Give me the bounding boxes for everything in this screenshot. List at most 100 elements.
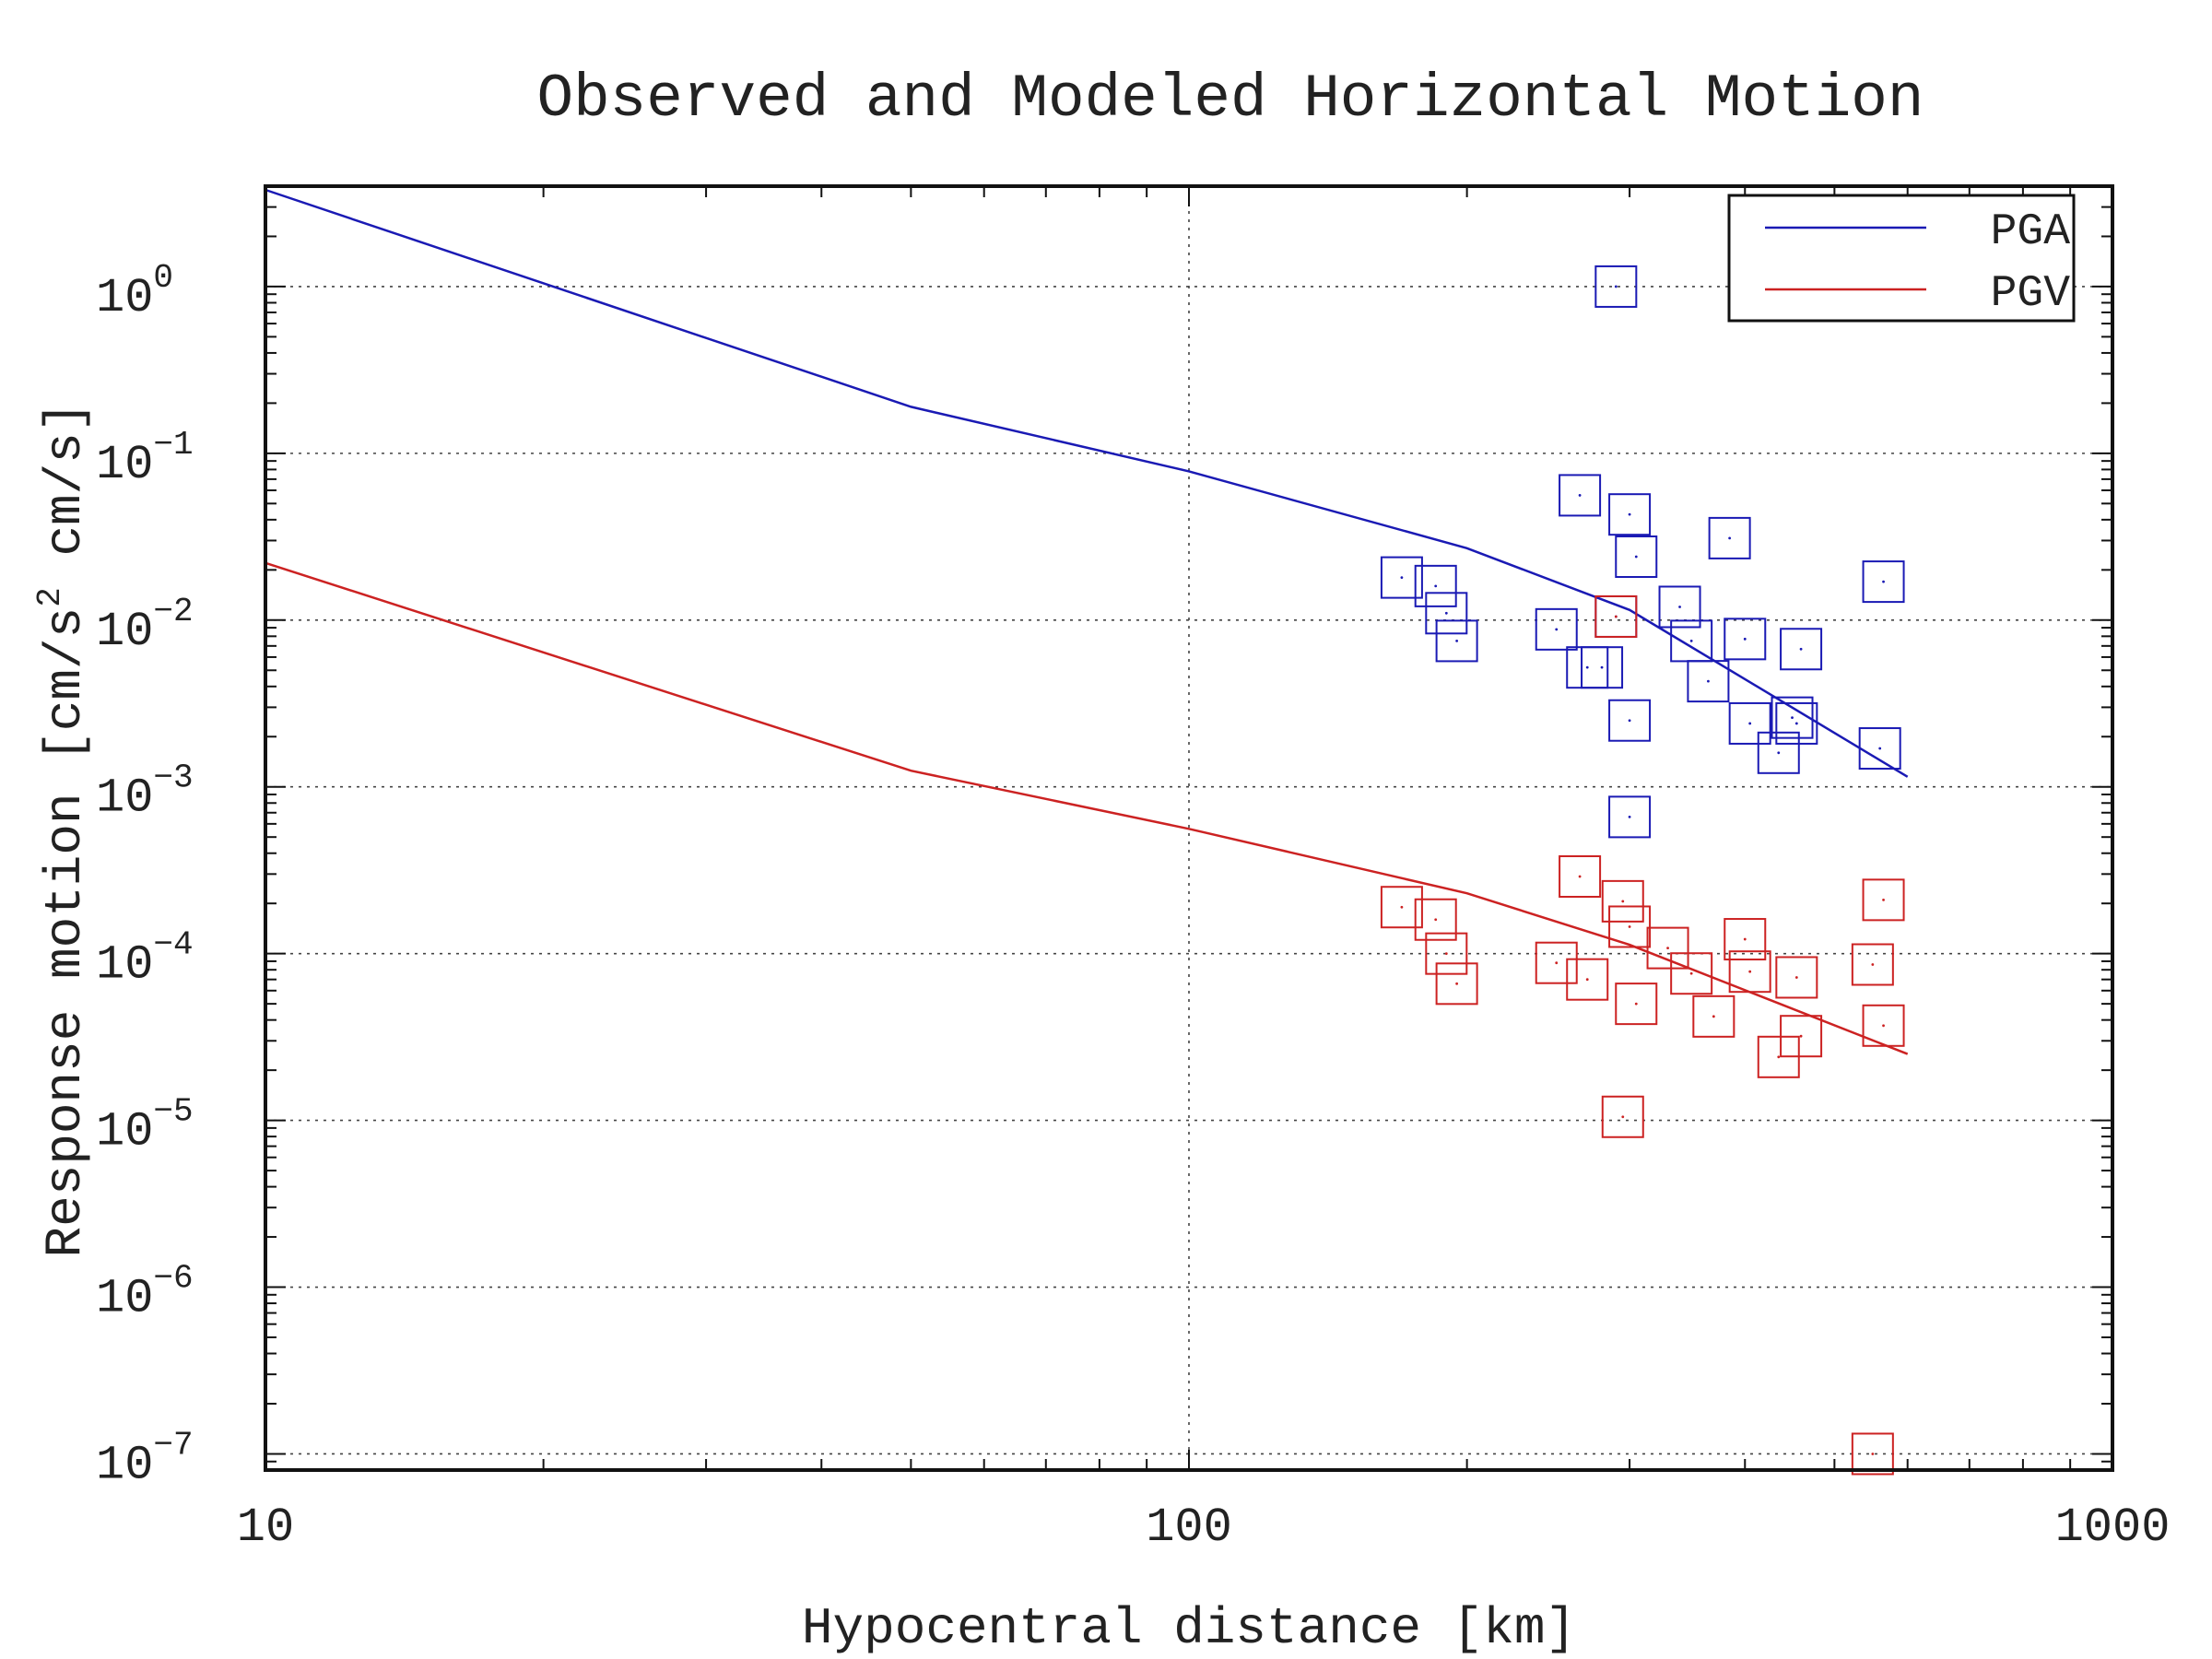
marker-dot-3-8 bbox=[1621, 900, 1625, 903]
marker-2-20 bbox=[1862, 560, 1905, 604]
marker-3-8 bbox=[1601, 879, 1644, 923]
marker-dot-2-2 bbox=[1434, 584, 1438, 588]
marker-dot-2-16 bbox=[1777, 751, 1781, 755]
tick-layer bbox=[265, 185, 2112, 1471]
y-axis-label: Response motion [cm/s2 cm/s] bbox=[31, 402, 95, 1258]
legend-label-pgv: PGV bbox=[1991, 269, 2071, 319]
legend: PGA PGV bbox=[1727, 194, 2076, 323]
marker-dot-2-13 bbox=[1728, 536, 1732, 540]
marker-dot-3-9 bbox=[1628, 925, 1631, 928]
x-axis-label: Hypocentral distance [km] bbox=[802, 1599, 1576, 1658]
y-tick-exp-4: −4 bbox=[153, 926, 193, 964]
marker-3-22 bbox=[1851, 1432, 1894, 1476]
marker-dot-3-5 bbox=[1578, 875, 1582, 878]
marker-dot-2-9 bbox=[1634, 555, 1638, 559]
y-tick-exp-3: −3 bbox=[153, 759, 193, 797]
marker-2-4 bbox=[1435, 619, 1478, 663]
x-tick-label-1: 100 bbox=[1146, 1500, 1232, 1555]
marker-dot-2-18 bbox=[1799, 647, 1803, 651]
marker-2-17 bbox=[1771, 696, 1814, 739]
marker-layer bbox=[1380, 265, 1905, 1476]
y-tick-exp-7: −7 bbox=[153, 1426, 193, 1464]
marker-dot-2-8 bbox=[1628, 512, 1631, 516]
marker-dot-3-23 bbox=[1621, 1115, 1625, 1119]
marker-dot-2-23 bbox=[1585, 665, 1589, 669]
marker-2-6 bbox=[1559, 474, 1602, 517]
marker-dot-3-3 bbox=[1455, 982, 1459, 985]
marker-dot-2-10 bbox=[1678, 606, 1681, 608]
marker-3-19 bbox=[1851, 943, 1894, 986]
y-tick-exp-0: 0 bbox=[153, 259, 173, 297]
marker-2-19 bbox=[1858, 727, 1901, 771]
marker-dot-3-10 bbox=[1634, 1002, 1638, 1006]
marker-dot-3-19 bbox=[1871, 963, 1875, 966]
y-tick-exp-1: −1 bbox=[153, 426, 193, 464]
marker-dot-2-12 bbox=[1707, 679, 1710, 683]
y-tick-label-0: 100 bbox=[96, 259, 173, 325]
marker-2-13 bbox=[1708, 516, 1751, 559]
y-tick-base-5: 10 bbox=[96, 1105, 153, 1159]
marker-3-6 bbox=[1566, 958, 1609, 1001]
y-axis-label-sup: 2 bbox=[31, 587, 69, 607]
marker-dot-3-7 bbox=[1614, 615, 1618, 618]
y-tick-base-3: 10 bbox=[96, 771, 153, 826]
marker-3-15 bbox=[1728, 950, 1771, 994]
marker-3-12 bbox=[1670, 952, 1713, 995]
y-tick-label-3: 10−3 bbox=[96, 759, 194, 826]
marker-dot-2-14 bbox=[1743, 637, 1747, 641]
y-tick-exp-2: −2 bbox=[153, 593, 193, 630]
marker-2-10 bbox=[1658, 585, 1701, 629]
marker-dot-2-6 bbox=[1578, 494, 1582, 497]
marker-2-14 bbox=[1724, 618, 1767, 661]
x-tick-label-2: 1000 bbox=[2055, 1500, 2171, 1555]
marker-2-23 bbox=[1566, 646, 1609, 689]
marker-dot-3-18 bbox=[1799, 1034, 1803, 1038]
marker-3-18 bbox=[1780, 1015, 1823, 1058]
marker-2-9 bbox=[1615, 535, 1658, 579]
marker-dot-3-11 bbox=[1666, 947, 1669, 950]
y-tick-base-6: 10 bbox=[96, 1272, 153, 1326]
y-tick-exp-6: −6 bbox=[153, 1260, 193, 1298]
marker-2-0 bbox=[1594, 265, 1638, 308]
series-line-pgv bbox=[265, 561, 1909, 1055]
marker-3-9 bbox=[1608, 905, 1652, 948]
y-axis-label-part-1: Response motion [cm/s bbox=[36, 607, 95, 1258]
marker-dot-2-5 bbox=[1555, 628, 1559, 631]
marker-3-14 bbox=[1724, 918, 1767, 961]
y-tick-base-7: 10 bbox=[96, 1438, 153, 1492]
marker-2-25 bbox=[1608, 699, 1652, 742]
marker-3-0 bbox=[1380, 886, 1423, 929]
marker-dot-3-0 bbox=[1400, 905, 1404, 909]
marker-3-7 bbox=[1594, 594, 1638, 638]
marker-dot-2-17 bbox=[1791, 716, 1794, 720]
marker-3-11 bbox=[1646, 926, 1689, 970]
marker-dot-2-21 bbox=[1628, 815, 1631, 818]
marker-dot-3-13 bbox=[1712, 1015, 1715, 1018]
marker-dot-3-20 bbox=[1882, 898, 1885, 901]
y-tick-label-2: 10−2 bbox=[96, 593, 194, 659]
marker-3-3 bbox=[1435, 962, 1478, 1006]
marker-2-22 bbox=[1775, 701, 1818, 745]
marker-dot-3-15 bbox=[1748, 970, 1752, 973]
marker-2-21 bbox=[1608, 795, 1652, 839]
y-tick-base-4: 10 bbox=[96, 938, 153, 993]
marker-2-3 bbox=[1425, 592, 1468, 635]
marker-dot-3-21 bbox=[1882, 1024, 1885, 1028]
x-tick-label-0: 10 bbox=[237, 1500, 294, 1555]
marker-3-21 bbox=[1862, 1004, 1905, 1047]
marker-2-5 bbox=[1535, 607, 1578, 651]
marker-3-1 bbox=[1414, 898, 1457, 941]
marker-dot-2-0 bbox=[1614, 285, 1618, 288]
marker-2-16 bbox=[1757, 731, 1800, 774]
marker-2-8 bbox=[1608, 493, 1652, 536]
y-axis-label-part-2: cm/s] bbox=[36, 402, 95, 588]
marker-dot-3-12 bbox=[1689, 971, 1693, 975]
marker-dot-3-17 bbox=[1794, 976, 1798, 979]
y-tick-exp-5: −5 bbox=[153, 1093, 193, 1131]
y-tick-base-0: 10 bbox=[96, 271, 153, 325]
marker-dot-3-6 bbox=[1585, 978, 1589, 982]
marker-dot-3-4 bbox=[1555, 961, 1559, 965]
marker-dot-3-16 bbox=[1777, 1055, 1781, 1059]
